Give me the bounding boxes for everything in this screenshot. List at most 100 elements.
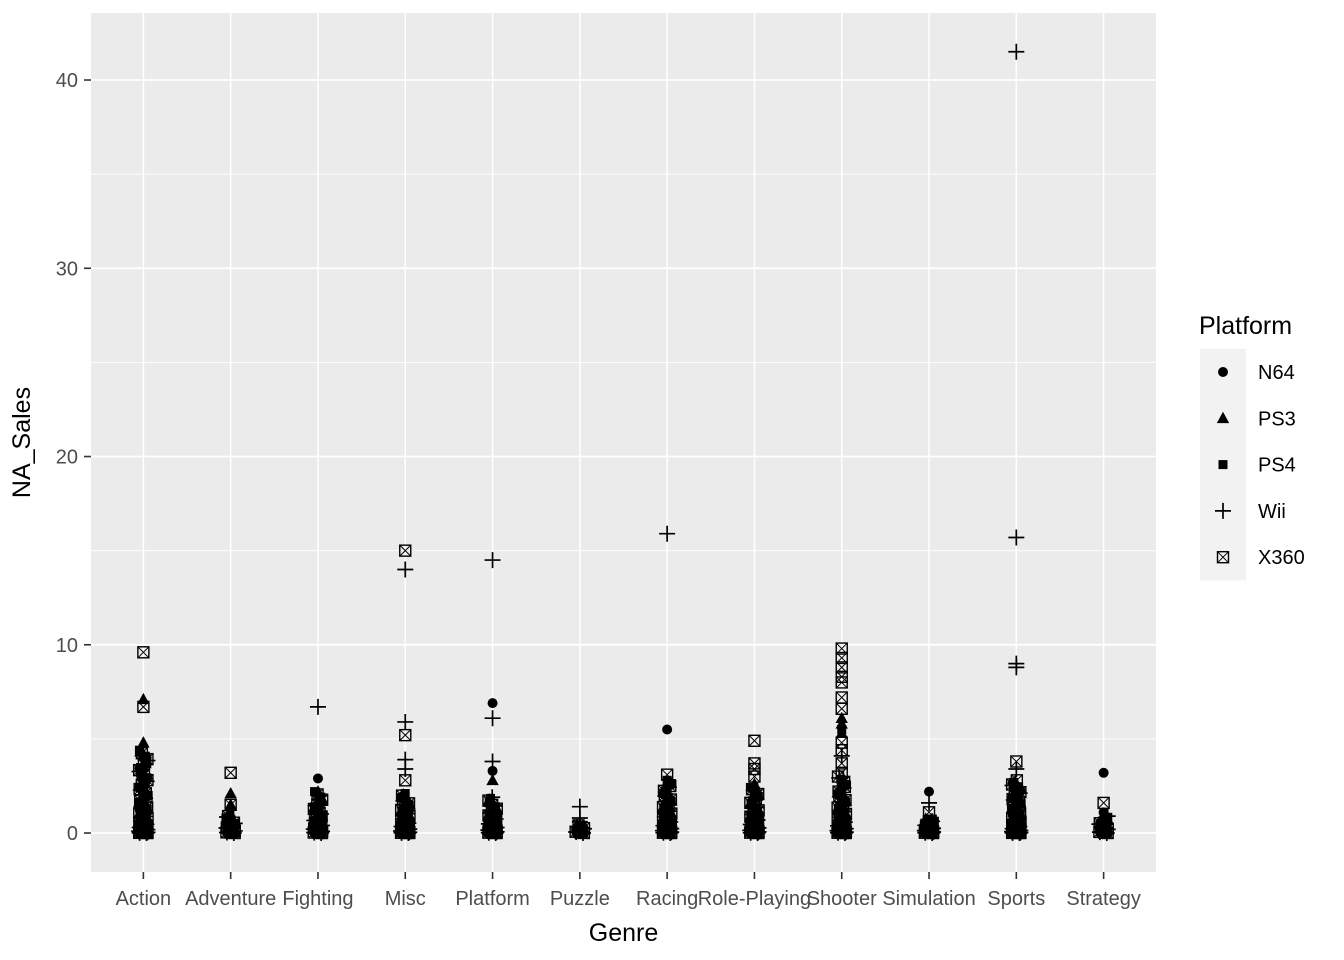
data-point xyxy=(662,724,673,735)
data-point xyxy=(748,762,761,776)
y-tick-label: 0 xyxy=(67,823,78,845)
data-point xyxy=(1008,761,1025,778)
legend-key-n64-icon xyxy=(1218,367,1228,377)
x-tick-label: Misc xyxy=(385,888,426,910)
cluster-point xyxy=(662,783,672,793)
data-point xyxy=(748,777,761,789)
data-point xyxy=(835,676,848,689)
data-point xyxy=(309,698,326,715)
data-point xyxy=(397,561,414,578)
x-tick-label: Strategy xyxy=(1066,888,1140,910)
data-point xyxy=(399,774,412,787)
data-point xyxy=(748,734,761,747)
x-tick-label: Adventure xyxy=(185,888,276,910)
x-tick-label: Fighting xyxy=(282,888,353,910)
data-point xyxy=(662,775,672,785)
data-point xyxy=(484,552,501,569)
cluster-point xyxy=(752,804,762,814)
legend-entry-label: X360 xyxy=(1258,547,1305,569)
cluster-point xyxy=(831,770,845,783)
data-point xyxy=(311,785,325,797)
x-axis-title: Genre xyxy=(589,919,658,947)
data-point xyxy=(224,766,237,779)
data-point xyxy=(748,734,761,747)
cluster-point xyxy=(838,793,848,803)
cluster-point xyxy=(751,787,761,797)
data-point xyxy=(224,798,237,810)
data-point xyxy=(399,729,412,741)
data-point xyxy=(833,747,850,764)
cluster-point xyxy=(224,810,235,821)
legend-key-ps3-icon xyxy=(1216,411,1230,424)
data-point xyxy=(835,661,848,674)
x-tick-label: Puzzle xyxy=(550,888,610,910)
legend-title: Platform xyxy=(1199,312,1292,340)
data-point xyxy=(487,765,498,776)
legend-entry-label: N64 xyxy=(1258,362,1295,384)
cluster-point xyxy=(490,802,500,812)
data-point xyxy=(835,757,848,770)
data-point xyxy=(399,544,412,557)
legend-key-ps4-icon xyxy=(1218,460,1228,470)
data-point xyxy=(224,786,237,799)
data-point xyxy=(1008,529,1025,546)
y-tick-label: 30 xyxy=(56,258,78,280)
cluster-point xyxy=(400,788,410,798)
data-point xyxy=(487,698,498,709)
data-point xyxy=(835,766,848,779)
data-point xyxy=(835,726,848,739)
data-point xyxy=(1008,43,1025,60)
y-tick-label: 10 xyxy=(56,635,78,657)
legend-entry-label: PS4 xyxy=(1258,455,1296,477)
data-point xyxy=(137,736,150,748)
data-point xyxy=(924,786,935,797)
x-tick-label: Simulation xyxy=(882,888,975,910)
x-tick-label: Action xyxy=(116,888,172,910)
cluster-point xyxy=(1010,774,1023,787)
data-point xyxy=(312,773,323,784)
legend-key-x360-icon xyxy=(1217,551,1229,564)
data-point xyxy=(835,702,848,715)
data-point xyxy=(224,766,237,779)
y-tick-label: 20 xyxy=(56,447,78,469)
legend-entry-label: Wii xyxy=(1258,501,1286,523)
cluster-point xyxy=(134,745,144,755)
data-point xyxy=(399,728,412,742)
data-point xyxy=(137,700,150,714)
data-point xyxy=(484,710,501,727)
legend-key-x360-icon xyxy=(1216,551,1230,564)
legend-key-wii-icon xyxy=(1215,502,1231,519)
data-point xyxy=(835,676,848,689)
data-point xyxy=(835,642,848,655)
cluster-point xyxy=(747,796,757,806)
data-point xyxy=(397,713,414,730)
data-point xyxy=(137,646,150,659)
cluster-point xyxy=(484,789,501,806)
plot-panel xyxy=(91,13,1156,872)
data-point xyxy=(748,770,761,783)
data-point xyxy=(1098,807,1109,818)
data-point xyxy=(1097,797,1110,809)
data-point xyxy=(835,691,848,704)
data-point xyxy=(922,806,936,819)
data-point xyxy=(835,651,848,665)
cluster-point xyxy=(486,793,496,803)
x-tick-label: Shooter xyxy=(807,888,877,910)
data-point xyxy=(137,701,150,713)
data-point xyxy=(921,794,938,811)
x-tick-label: Racing xyxy=(636,888,698,910)
data-point xyxy=(486,773,499,786)
y-tick-label: 40 xyxy=(56,70,78,92)
y-axis-title: NA_Sales xyxy=(8,387,36,498)
x-tick-label: Role-Playing xyxy=(698,888,811,910)
x-tick-label: Sports xyxy=(987,888,1045,910)
x-tick-label: Platform xyxy=(455,888,529,910)
data-point xyxy=(835,766,848,779)
cluster-point xyxy=(837,784,847,794)
legend-entry-label: PS3 xyxy=(1258,408,1296,430)
data-point xyxy=(399,774,412,787)
data-point xyxy=(659,525,676,542)
data-point xyxy=(923,806,935,819)
